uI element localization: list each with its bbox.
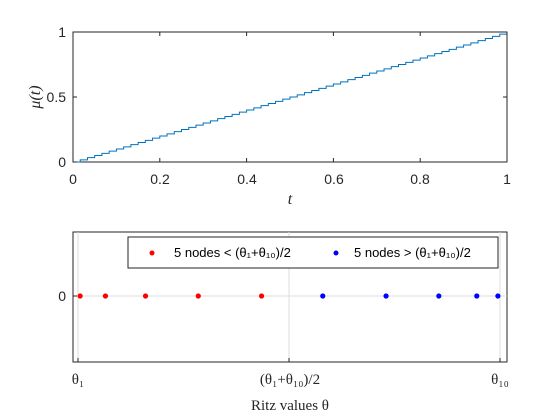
scatter-point-series-2 <box>320 293 326 299</box>
top-ytick-label: 1 <box>58 24 66 40</box>
legend-marker-blue <box>333 250 339 256</box>
scatter-point-series-2 <box>383 293 389 299</box>
bottom-axes: 0 θ₁ (θ₁+θ₁₀)/2 θ₁₀ Ritz values θ 5 node… <box>58 231 509 414</box>
bottom-points <box>77 293 501 299</box>
top-xtick-label: 1 <box>503 171 511 187</box>
bottom-ytick-label: 0 <box>58 288 66 304</box>
scatter-point-series-2 <box>436 293 442 299</box>
scatter-point-series-1 <box>102 293 109 299</box>
scatter-point-series-1 <box>195 293 201 299</box>
scatter-point-series-1 <box>258 293 265 299</box>
bottom-xtick-label-mid: (θ₁+θ₁₀)/2 <box>260 372 320 388</box>
top-axes: 0 0.5 1 0 0.2 0.4 0.6 0.8 1 t μ(t) <box>27 24 511 208</box>
top-xtick-label: 0.4 <box>237 171 257 187</box>
bottom-xlabel: Ritz values θ <box>251 398 329 414</box>
top-ytick-label: 0 <box>58 154 66 170</box>
top-ytick-label: 0.5 <box>47 89 67 105</box>
top-ticks <box>72 31 508 163</box>
top-xtick-label: 0.6 <box>324 171 344 187</box>
legend: 5 nodes < (θ₁+θ₁₀)/2 5 nodes > (θ₁+θ₁₀)/… <box>127 236 499 269</box>
top-xtick-label: 0 <box>69 171 77 187</box>
bottom-xtick-label-left: θ₁ <box>72 372 84 388</box>
top-ylabel: μ(t) <box>27 85 44 109</box>
scatter-point-series-2 <box>495 293 501 299</box>
legend-box <box>127 236 499 269</box>
top-xtick-label: 0.2 <box>150 171 170 187</box>
legend-label: 5 nodes > (θ₁+θ₁₀)/2 <box>354 245 471 260</box>
top-xtick-label: 0.8 <box>410 171 430 187</box>
bottom-xtick-label-right: θ₁₀ <box>491 372 509 388</box>
legend-marker-red <box>149 250 155 256</box>
legend-label: 5 nodes < (θ₁+θ₁₀)/2 <box>174 245 291 260</box>
step-line-series <box>73 32 508 163</box>
scatter-point-series-2 <box>474 293 480 299</box>
top-xlabel: t <box>288 191 293 208</box>
scatter-point-series-1 <box>77 293 83 299</box>
scatter-point-series-1 <box>142 293 149 299</box>
